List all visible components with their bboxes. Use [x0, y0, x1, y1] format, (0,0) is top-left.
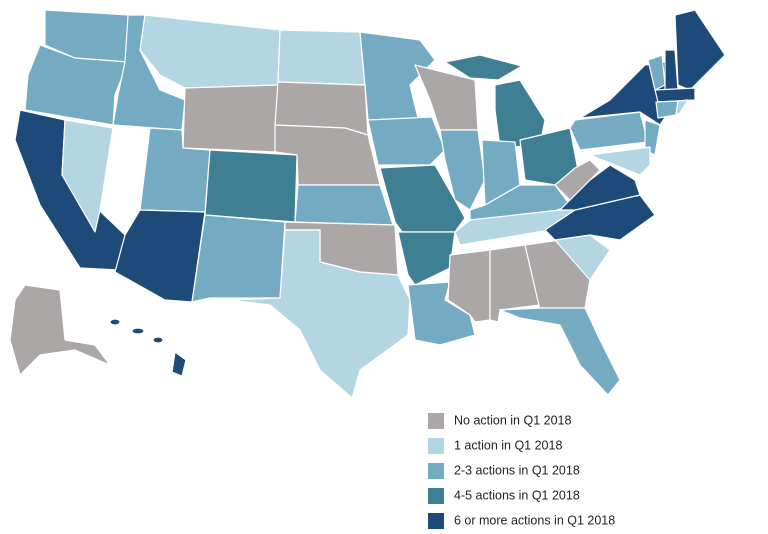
- state: [9, 284, 111, 376]
- state: [229, 229, 411, 399]
- legend-swatch: [428, 488, 444, 504]
- state: [367, 116, 446, 166]
- legend: No action in Q1 2018 1 action in Q1 2018 2…: [428, 413, 615, 529]
- state: [554, 159, 601, 201]
- state: [171, 351, 187, 377]
- legend-swatch: [428, 463, 444, 479]
- legend-swatch: [428, 438, 444, 454]
- legend-label: 6 or more actions in Q1 2018: [454, 513, 615, 527]
- legend-label: 2-3 actions in Q1 2018: [454, 463, 580, 477]
- state: [61, 119, 114, 233]
- state: [359, 31, 436, 121]
- state: [109, 318, 121, 326]
- states: [9, 9, 726, 399]
- state: [152, 336, 164, 344]
- state: [191, 214, 286, 303]
- state: [524, 239, 591, 311]
- state: [277, 29, 366, 86]
- state: [569, 111, 649, 151]
- state: [444, 54, 523, 81]
- state: [379, 164, 466, 233]
- state: [675, 99, 689, 116]
- state: [674, 9, 726, 91]
- state: [24, 44, 129, 126]
- legend-swatch: [428, 413, 444, 429]
- state: [139, 14, 281, 89]
- legend-label: 1 action in Q1 2018: [454, 438, 562, 452]
- state: [204, 149, 298, 223]
- state: [589, 146, 651, 176]
- state: [655, 100, 679, 119]
- legend-label: 4-5 actions in Q1 2018: [454, 488, 580, 502]
- legend-swatch: [428, 513, 444, 529]
- state: [114, 209, 206, 303]
- state: [499, 307, 621, 396]
- legend-label: No action in Q1 2018: [454, 413, 571, 427]
- state: [397, 231, 456, 286]
- state: [644, 119, 661, 156]
- state: [182, 84, 279, 153]
- state: [131, 327, 145, 335]
- state: [654, 87, 696, 103]
- state: [294, 184, 394, 226]
- state: [664, 49, 679, 91]
